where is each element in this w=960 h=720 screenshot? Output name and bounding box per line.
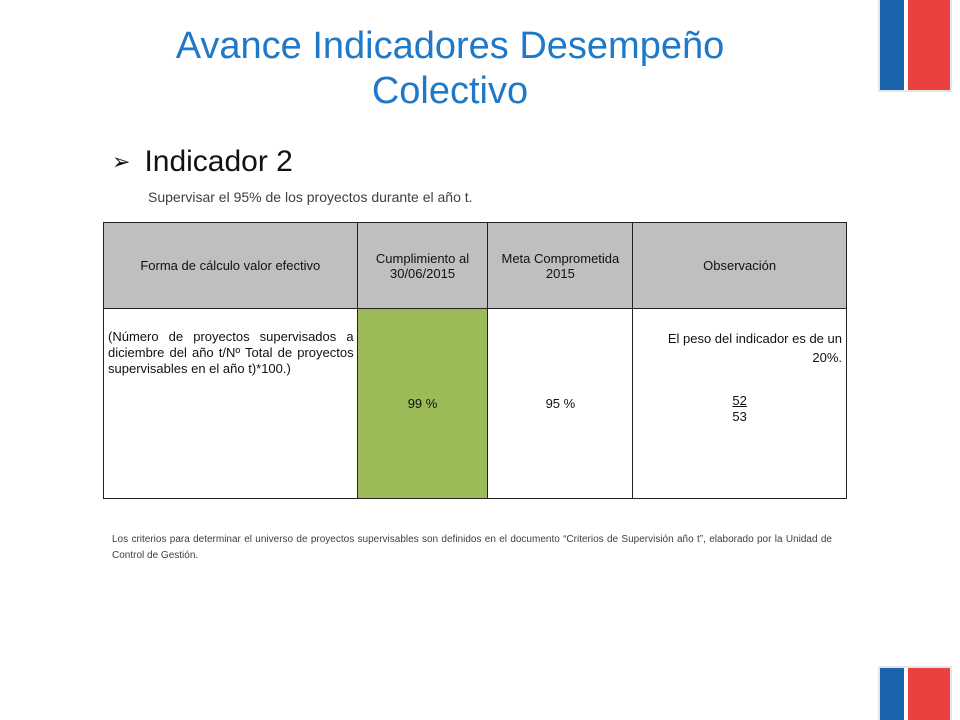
observacion-fraction: 52 53 (637, 393, 842, 425)
header-formula: Forma de cálculo valor efectivo (103, 222, 358, 309)
header-cumplimiento: Cumplimiento al 30/06/2015 (356, 222, 489, 309)
cell-meta: 95 % (487, 308, 634, 499)
chile-flag-top-decoration (880, 0, 950, 90)
indicator-table: Forma de cálculo valor efectivo Cumplimi… (103, 222, 847, 499)
header-observacion: Observación (632, 222, 847, 309)
cell-formula: (Número de proyectos supervisados a dici… (103, 308, 358, 499)
table-header-row: Forma de cálculo valor efectivo Cumplimi… (103, 222, 847, 309)
fraction-numerator: 52 (732, 393, 747, 408)
flag-red-stripe (908, 0, 950, 90)
arrow-bullet-icon: ➢ (112, 149, 131, 174)
table-row: (Número de proyectos supervisados a dici… (103, 308, 847, 499)
indicator-heading: ➢ Indicador 2 (112, 145, 293, 179)
chile-flag-bottom-decoration (880, 668, 950, 720)
flag-blue-stripe (880, 668, 904, 720)
flag-blue-stripe (880, 0, 904, 90)
page-title: Avance Indicadores Desempeño Colectivo (175, 25, 725, 112)
header-meta: Meta Comprometida 2015 (487, 222, 634, 309)
indicator-description: Supervisar el 95% de los proyectos duran… (148, 189, 473, 205)
cell-cumplimiento: 99 % (356, 308, 489, 499)
flag-red-stripe (908, 668, 950, 720)
cell-observacion: El peso del indicador es de un 20%. 52 5… (632, 308, 847, 499)
observacion-text: El peso del indicador es de un 20%. (667, 331, 842, 365)
fraction-denominator: 53 (732, 409, 747, 424)
indicator-label: Indicador 2 (144, 145, 293, 178)
footnote: Los criterios para determinar el univers… (112, 534, 832, 561)
